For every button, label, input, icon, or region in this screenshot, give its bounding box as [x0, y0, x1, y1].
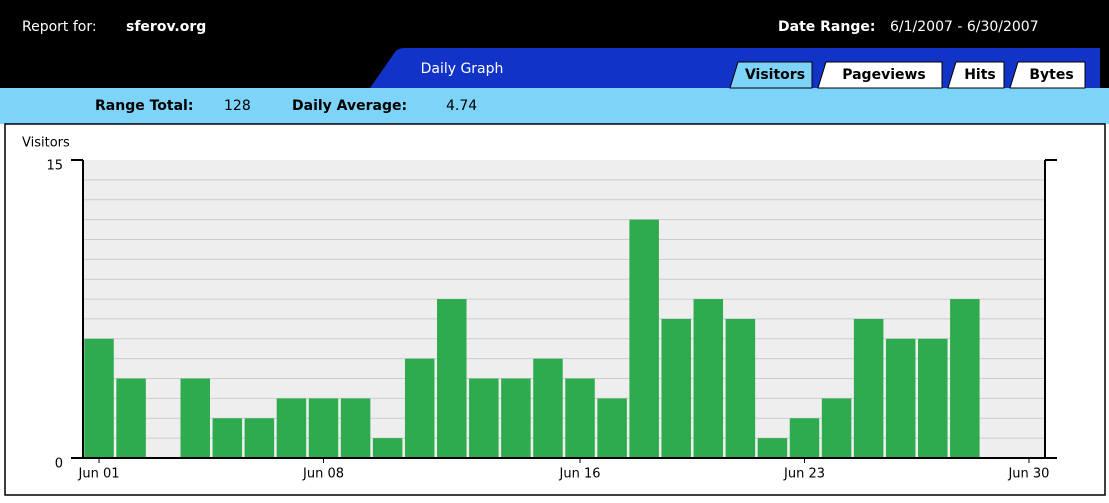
date-label: Date Range: [778, 19, 875, 35]
tab-label[interactable]: Pageviews [842, 67, 926, 83]
x-tick-label: Jun 08 [302, 467, 344, 482]
bar [693, 299, 724, 458]
x-tick-label: Jun 01 [78, 467, 120, 482]
bar [918, 338, 948, 458]
plot-area [83, 160, 1045, 458]
bar [244, 418, 275, 458]
bar [789, 418, 820, 458]
y-axis-label: Visitors [22, 136, 70, 151]
tab-label[interactable]: Visitors [745, 67, 805, 83]
bar [885, 338, 916, 458]
date-range: 6/1/2007 - 6/30/2007 [890, 19, 1039, 35]
bar [340, 398, 371, 458]
bar [821, 398, 852, 458]
total: 128 [224, 98, 251, 114]
site: sferov.org [126, 19, 206, 35]
summary-bar [0, 88, 1109, 124]
bar [725, 318, 756, 458]
tab[interactable] [817, 61, 943, 89]
bar [757, 438, 788, 458]
x-tick-label: Jun 30 [1007, 467, 1049, 482]
bar [533, 358, 563, 458]
bar [372, 438, 403, 458]
bar [276, 398, 307, 458]
y-tick-label: 15 [46, 159, 63, 174]
bar [853, 318, 884, 458]
bar [437, 299, 467, 458]
tab-label[interactable]: Bytes [1029, 67, 1073, 83]
bar [629, 219, 659, 458]
average-label: Daily Average: [292, 98, 407, 114]
x-tick-label: Jun 23 [783, 467, 825, 482]
bar [661, 318, 691, 458]
bar [116, 378, 146, 458]
bar [950, 299, 980, 458]
graph-tab: Daily Graph [421, 61, 504, 77]
y-tick-label: 0 [55, 457, 63, 472]
bar [469, 378, 499, 458]
average: 4.74 [446, 98, 477, 114]
bar [597, 398, 627, 458]
tab[interactable] [729, 61, 813, 89]
x-tick-label: Jun 16 [559, 467, 601, 482]
bar [180, 378, 210, 458]
bar [404, 358, 435, 458]
report-label: Report for: [22, 19, 97, 35]
bar [565, 378, 595, 458]
bar [308, 398, 339, 458]
total-label: Range Total: [95, 98, 193, 114]
bar [212, 418, 243, 458]
bar [501, 378, 531, 458]
tab[interactable] [1009, 61, 1086, 89]
tab-label[interactable]: Hits [964, 67, 996, 83]
bar [84, 338, 114, 458]
tab[interactable] [947, 61, 1005, 89]
